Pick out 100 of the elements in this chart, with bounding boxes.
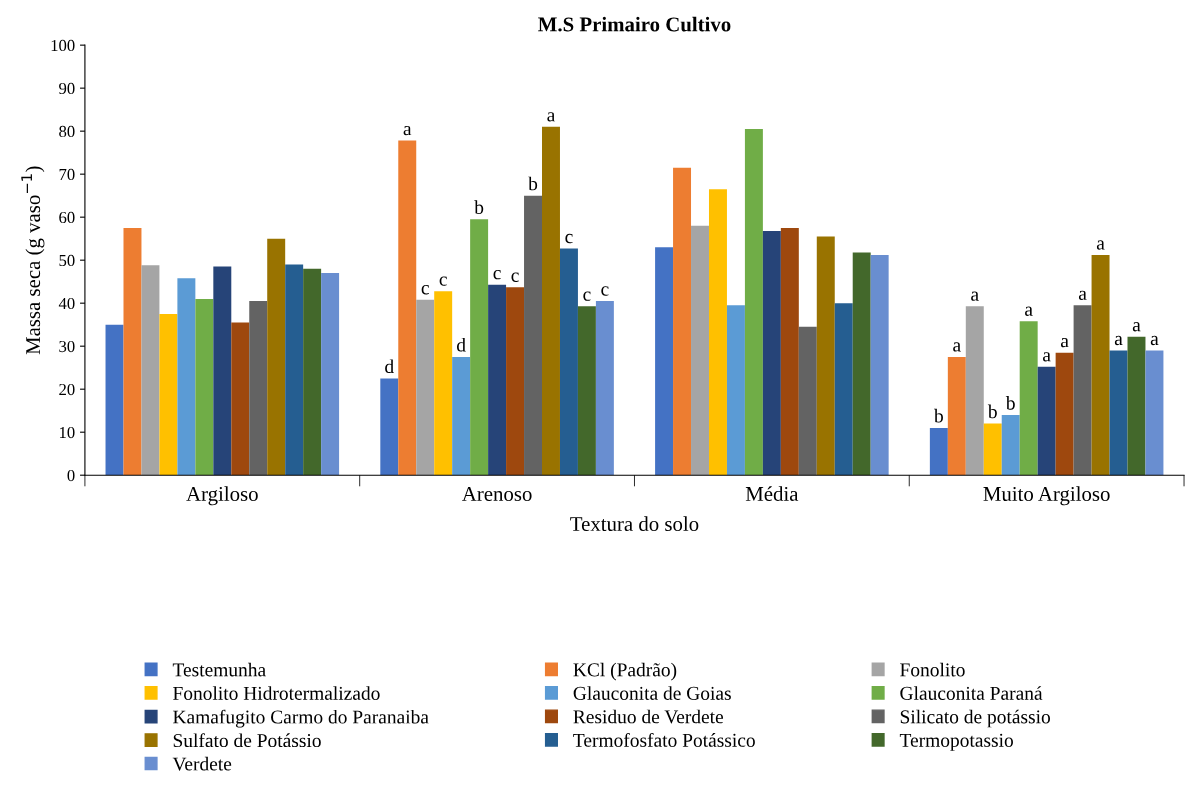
- y-tick-label: 50: [59, 254, 75, 267]
- legend-label: Termofosfato Potássico: [573, 732, 755, 747]
- x-tick-label: Média: [745, 486, 799, 501]
- legend-label: Kamafugito Carmo do Paranaiba: [173, 709, 429, 728]
- data-label: c: [439, 276, 447, 286]
- y-tick-label: 100: [51, 39, 75, 52]
- bar: [726, 305, 745, 476]
- bar: [1091, 255, 1110, 476]
- bar: [470, 219, 489, 476]
- bar: [195, 298, 214, 476]
- bar: [398, 140, 417, 476]
- data-label: d: [385, 359, 394, 374]
- data-label: a: [1025, 306, 1033, 316]
- data-label: b: [933, 408, 943, 423]
- bar: [595, 301, 614, 476]
- y-tick-label: 10: [59, 426, 75, 439]
- data-label: a: [1114, 335, 1123, 346]
- y-tick-label: 30: [59, 340, 75, 353]
- data-label: b: [474, 200, 484, 214]
- bar: [1073, 305, 1092, 476]
- data-label: b: [987, 404, 997, 419]
- y-tick-label: 70: [59, 168, 75, 181]
- bar: [159, 313, 178, 476]
- legend-label: Fonolito: [900, 662, 965, 677]
- bar: [105, 324, 124, 476]
- data-label: d: [457, 337, 466, 352]
- bar: [798, 326, 817, 476]
- data-label: c: [601, 286, 609, 296]
- legend-label: Sulfato de Potássio: [173, 733, 321, 748]
- bar: [673, 167, 692, 476]
- bar: [691, 225, 709, 476]
- bar: [1019, 321, 1038, 476]
- legend-label: KCl (Padrão): [573, 662, 677, 681]
- data-label: a: [1096, 240, 1105, 250]
- legend-label: Glauconita Paraná: [900, 686, 1043, 700]
- data-label: a: [971, 291, 979, 301]
- data-label: c: [565, 233, 573, 244]
- data-label: a: [403, 125, 412, 136]
- bar: [559, 248, 578, 476]
- legend-label: Verdete: [172, 756, 232, 771]
- legend-label: Termopotassio: [899, 733, 1013, 751]
- bar: [965, 306, 984, 476]
- bar: [321, 273, 340, 476]
- bar: [929, 427, 948, 476]
- bar: [506, 287, 525, 476]
- bar: [744, 129, 763, 476]
- y-tick-label: 20: [59, 383, 75, 396]
- chart-title: M.S Primairo Cultivo: [538, 16, 731, 32]
- y-tick-label: 90: [59, 82, 75, 95]
- bar: [303, 268, 322, 476]
- bar: [947, 356, 966, 476]
- x-tick-label: Muito Argiloso: [983, 486, 1110, 506]
- data-label: a: [1132, 322, 1141, 332]
- bar: [816, 236, 835, 476]
- bar: [1055, 352, 1074, 476]
- bar: [267, 238, 286, 476]
- bar: [834, 303, 853, 476]
- bar: [870, 255, 889, 476]
- data-label: a: [1043, 352, 1051, 362]
- y-tick-label: 60: [59, 211, 75, 224]
- data-label: c: [493, 269, 501, 280]
- bar: [1109, 350, 1128, 476]
- legend-label: Residuo de Verdete: [573, 709, 724, 724]
- legend-label: Fonolito Hidrotermalizado: [173, 686, 380, 700]
- y-tick-label: 80: [59, 125, 75, 138]
- data-label: c: [421, 285, 429, 295]
- data-label: a: [547, 112, 556, 122]
- x-tick-label: Argiloso: [186, 486, 258, 506]
- data-label: a: [1150, 335, 1159, 346]
- bar: [852, 252, 871, 476]
- bar: [177, 278, 196, 476]
- bar: [213, 266, 232, 476]
- data-label: c: [511, 272, 519, 282]
- bar: [1145, 350, 1164, 476]
- y-tick-label: 0: [67, 469, 75, 482]
- bar: [285, 264, 304, 476]
- bar: [1037, 366, 1056, 476]
- x-axis-title: Textura do solo: [570, 516, 699, 532]
- bar: [542, 126, 560, 476]
- y-tick-label: 40: [58, 297, 75, 310]
- bar: [452, 356, 471, 476]
- bar: [416, 299, 435, 476]
- bar: [434, 291, 453, 476]
- bar: [762, 230, 781, 476]
- bar: [655, 247, 674, 476]
- data-label: c: [583, 291, 591, 301]
- bar: [524, 195, 542, 476]
- bar: [1127, 336, 1146, 476]
- bar: [380, 378, 399, 476]
- bar: [249, 301, 268, 476]
- data-label: a: [953, 342, 961, 352]
- bar: [488, 284, 507, 476]
- legend-label: Testemunha: [172, 662, 266, 677]
- bar: [577, 306, 596, 476]
- data-label: b: [1005, 395, 1015, 410]
- bar: [231, 322, 250, 476]
- bar: [123, 227, 142, 476]
- data-label: b: [528, 176, 538, 191]
- bar: [708, 189, 727, 476]
- bar: [780, 227, 799, 476]
